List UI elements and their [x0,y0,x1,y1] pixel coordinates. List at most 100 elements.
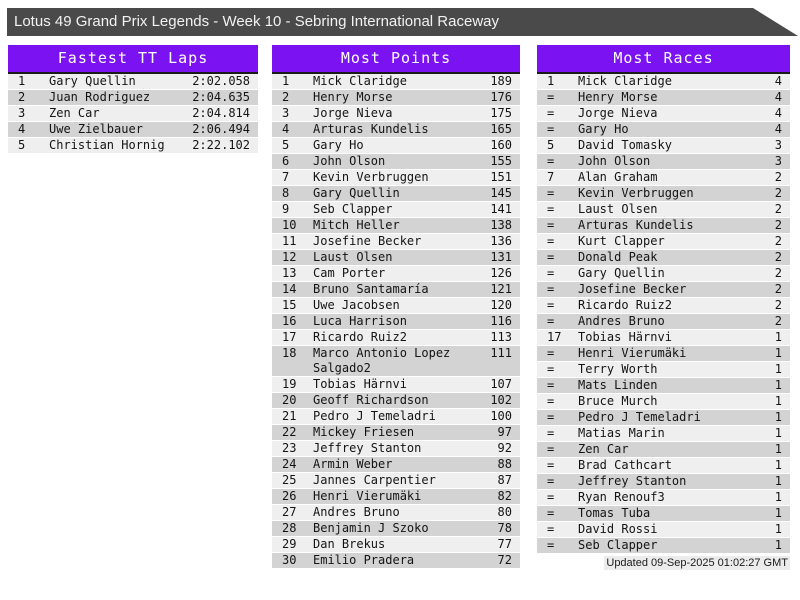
row-rank: = [547,122,555,136]
table-row: = Laust Olsen 2 [537,202,790,218]
table-row: 4 Uwe Zielbauer 2:06.494 [8,122,258,138]
row-driver-name: Henri Vierumäki [578,346,687,360]
row-value: 2:04.635 [192,90,250,104]
table-row: 4 Arturas Kundelis 165 [272,122,520,138]
table-row: 20 Geoff Richardson 102 [272,393,520,409]
row-rank: = [547,266,555,280]
most-races-table: 1 Mick Claridge 4 = Henry Morse 4 = Jorge Nieva… [537,74,790,554]
row-driver-name: Laust Olsen [313,250,393,264]
table-row: = John Olson 3 [537,154,790,170]
row-rank: = [547,250,555,264]
fastest-tt-laps-table: 1 Gary Quellin 2:02.058 2 Juan Rodriguez 2:04… [8,74,258,154]
row-driver-name: Arturas Kundelis [313,122,429,136]
row-rank: = [547,234,555,248]
row-rank: = [547,298,555,312]
row-driver-name: Cam Porter [313,266,386,280]
table-row: 10 Mitch Heller 138 [272,218,520,234]
table-row: = Jorge Nieva 4 [537,106,790,122]
row-driver-name: Mickey Friesen [313,425,415,439]
row-rank: 2 [282,90,290,104]
row-value: 1 [774,378,782,392]
row-driver-name: Pedro J Temeladri [578,410,701,424]
row-value: 1 [774,426,782,440]
row-driver-name: Dan Brekus [313,537,386,551]
row-value: 2 [774,202,782,216]
row-value: 1 [774,458,782,472]
row-rank: = [547,346,555,360]
row-driver-name: Laust Olsen [578,202,658,216]
row-driver-name: Ryan Renouf3 [578,490,665,504]
row-driver-name: Tobias Härnvi [313,377,407,391]
row-driver-name: Pedro J Temeladri [313,409,436,423]
row-rank: 8 [282,186,290,200]
table-row: 2 Juan Rodriguez 2:04.635 [8,90,258,106]
table-row: = Kevin Verbruggen 2 [537,186,790,202]
table-row: = Tomas Tuba 1 [537,506,790,522]
table-row: = Gary Ho 4 [537,122,790,138]
panel-header-most-points: Most Points [272,45,520,74]
table-row: 1 Mick Claridge 189 [272,74,520,90]
row-value: 113 [490,330,512,344]
table-row: = Henry Morse 4 [537,90,790,106]
row-driver-name: Zen Car [49,106,100,120]
row-driver-name: Gary Ho [578,122,629,136]
table-row: = Jeffrey Stanton 1 [537,474,790,490]
row-rank: = [547,314,555,328]
row-rank: 21 [282,409,297,423]
row-rank: = [547,106,555,120]
row-driver-name: Mats Linden [578,378,658,392]
row-rank: = [547,218,555,232]
table-row: 12 Laust Olsen 131 [272,250,520,266]
updated-timestamp: Updated 09-Sep-2025 01:02:27 GMT [604,556,790,570]
row-rank: 1 [282,74,290,88]
row-value: 87 [497,473,512,487]
row-rank: 7 [547,170,555,184]
table-row: 5 Christian Hornig 2:22.102 [8,138,258,154]
row-driver-name: Henry Morse [578,90,658,104]
row-rank: 23 [282,441,297,455]
panel-header-most-races: Most Races [537,45,790,74]
leaderboard-columns: Fastest TT Laps 1 Gary Quellin 2:02.058 2 Ju… [8,45,790,570]
row-value: 2:06.494 [192,122,250,136]
row-driver-name: Jeffrey Stanton [313,441,422,455]
table-row: = Ricardo Ruiz2 2 [537,298,790,314]
row-value: 176 [490,90,512,104]
row-driver-name: David Tomasky [578,138,672,152]
row-rank: = [547,90,555,104]
row-rank: = [547,474,555,488]
table-row: 13 Cam Porter 126 [272,266,520,282]
row-driver-name: Emilio Pradera [313,553,415,567]
table-row: = Arturas Kundelis 2 [537,218,790,234]
row-value: 145 [490,186,512,200]
table-row: = Pedro J Temeladri 1 [537,410,790,426]
table-row: 21 Pedro J Temeladri 100 [272,409,520,425]
row-rank: 2 [18,90,26,104]
row-value: 1 [774,362,782,376]
table-row: 3 Zen Car 2:04.814 [8,106,258,122]
table-row: 16 Luca Harrison 116 [272,314,520,330]
row-rank: 27 [282,505,297,519]
row-value: 116 [490,314,512,328]
table-row: 11 Josefine Becker 136 [272,234,520,250]
row-value: 4 [774,106,782,120]
row-value: 2:04.814 [192,106,250,120]
row-value: 2 [774,218,782,232]
row-value: 155 [490,154,512,168]
row-rank: = [547,378,555,392]
table-row: 29 Dan Brekus 77 [272,537,520,553]
row-value: 131 [490,250,512,264]
row-rank: 22 [282,425,297,439]
row-value: 136 [490,234,512,248]
table-row: = Seb Clapper 1 [537,538,790,554]
row-driver-name: Jannes Carpentier [313,473,436,487]
row-driver-name: John Olson [578,154,651,168]
row-rank: 18 [282,346,297,360]
row-rank: 9 [282,202,290,216]
row-driver-name: Mick Claridge [313,74,407,88]
row-value: 3 [774,138,782,152]
table-row: = Henri Vierumäki 1 [537,346,790,362]
row-driver-name: Kurt Clapper [578,234,665,248]
row-value: 80 [497,505,512,519]
table-row: 1 Gary Quellin 2:02.058 [8,74,258,90]
row-value: 3 [774,154,782,168]
